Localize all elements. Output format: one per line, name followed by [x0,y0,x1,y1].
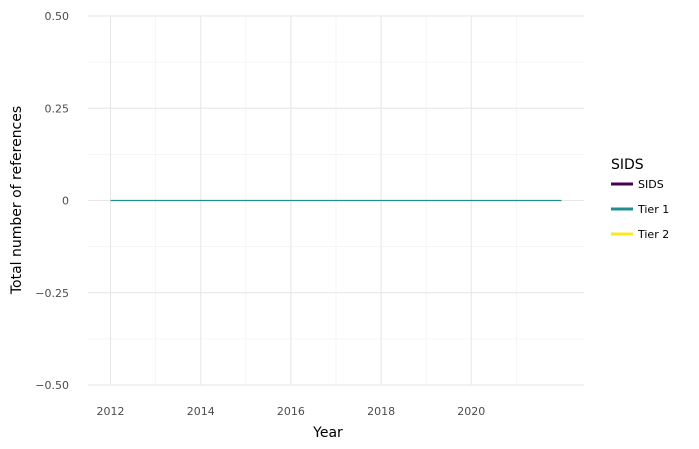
legend: SIDS SIDS Tier 1 Tier 2 [611,157,669,241]
legend-label-tier-1: Tier 1 [637,203,669,216]
x-tick-label: 2012 [97,405,125,418]
y-tick-label: 0 [62,195,69,208]
y-tick-label: −0.50 [35,379,69,392]
x-axis-ticks: 2012 2014 2016 2018 2020 [97,405,486,418]
y-tick-label: −0.25 [35,287,69,300]
y-axis-title: Total number of references [9,106,25,295]
x-axis-title: Year [312,425,343,441]
y-tick-label: 0.50 [45,10,70,23]
x-tick-label: 2018 [367,405,395,418]
x-tick-label: 2016 [277,405,305,418]
legend-items: SIDS Tier 1 Tier 2 [611,178,669,241]
y-axis-ticks: −0.50 −0.25 0 0.25 0.50 [35,10,69,392]
x-tick-label: 2020 [457,405,485,418]
legend-title: SIDS [611,157,644,173]
legend-label-tier-2: Tier 2 [637,228,669,241]
y-tick-label: 0.25 [45,102,70,115]
legend-label-sids: SIDS [638,178,664,191]
x-tick-label: 2014 [187,405,215,418]
